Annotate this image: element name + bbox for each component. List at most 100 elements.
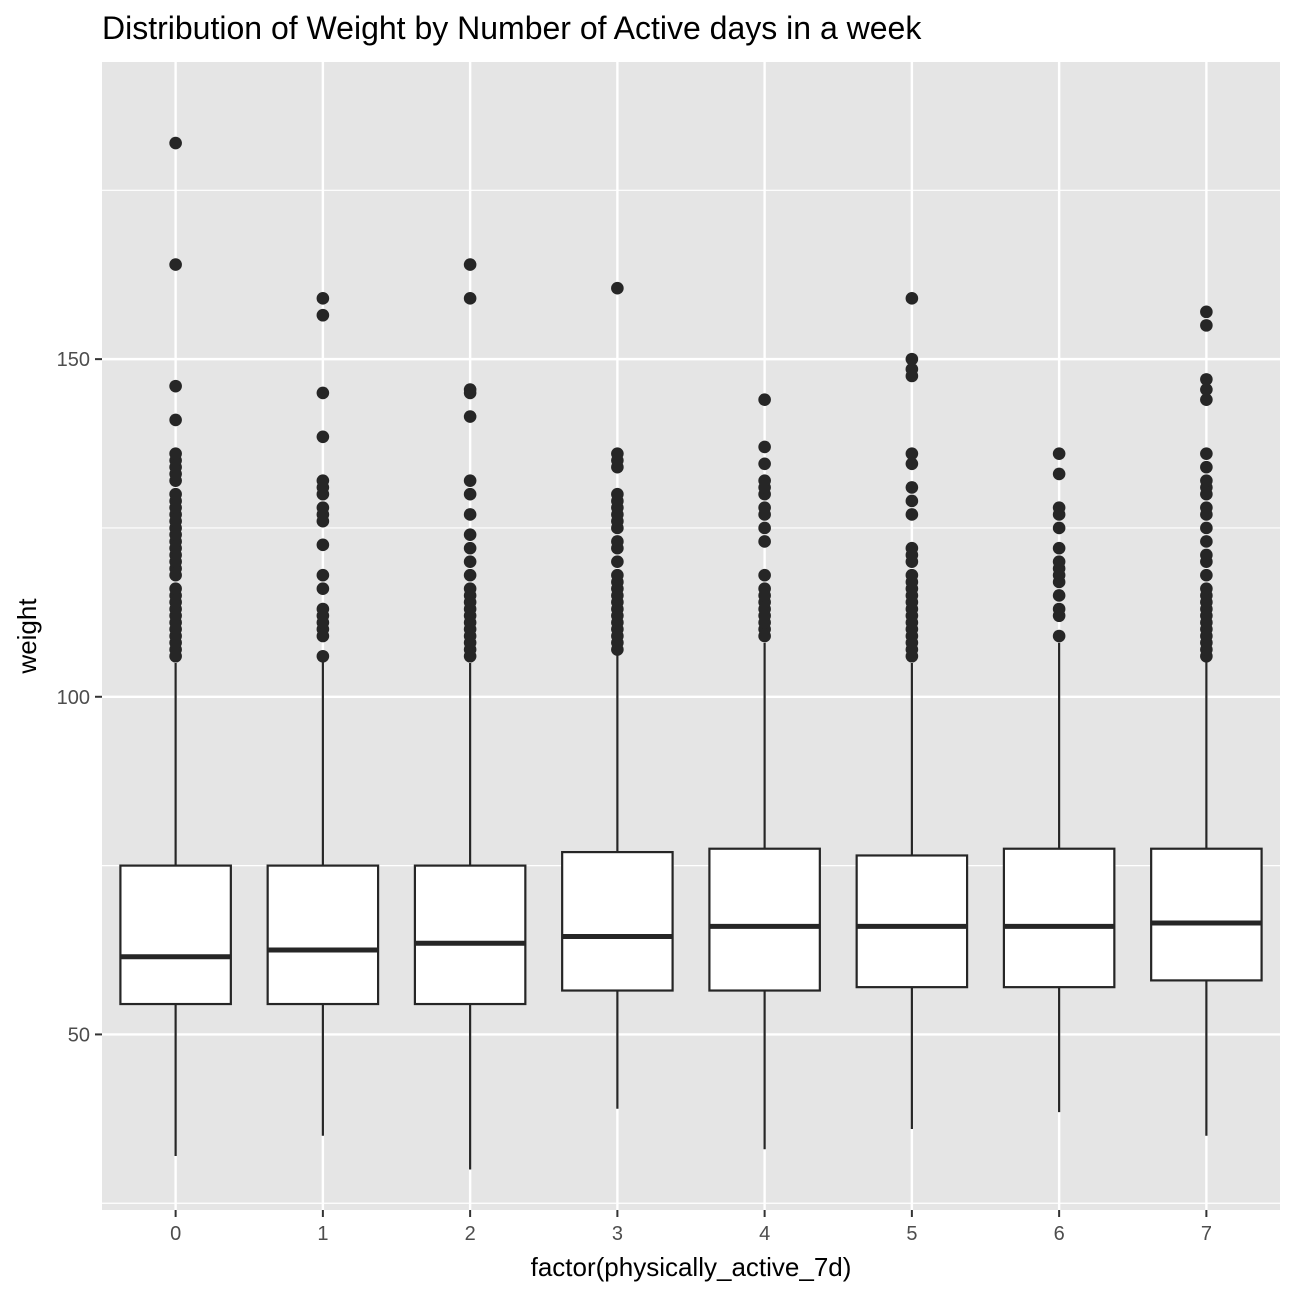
outlier-point [905, 508, 919, 521]
outlier-point [1052, 501, 1066, 514]
outlier-point [169, 379, 182, 393]
outlier-point [758, 501, 771, 514]
outlier-point [1052, 629, 1066, 643]
box-group-1 [266, 292, 380, 1136]
outlier-point [169, 413, 182, 427]
outlier-point [1200, 535, 1213, 548]
outlier-point [905, 447, 919, 460]
x-tick-label: 3 [612, 1223, 623, 1245]
box-group-3 [561, 281, 674, 1109]
outlier-point [463, 474, 477, 487]
outlier-point [1200, 521, 1213, 535]
outlier-point [316, 538, 330, 552]
x-tick-label: 4 [759, 1223, 770, 1245]
box-group-2 [413, 258, 527, 1170]
outlier-point [758, 582, 771, 596]
outlier-point [758, 521, 771, 535]
box-group-4 [708, 393, 821, 1150]
outlier-point [316, 430, 330, 444]
box-iqr [708, 847, 821, 992]
outlier-point [169, 447, 182, 460]
outlier-point [463, 568, 477, 582]
outlier-point [905, 494, 919, 508]
x-tick-label: 5 [906, 1223, 917, 1245]
x-tick-label: 2 [465, 1223, 476, 1245]
outlier-point [316, 602, 330, 616]
outlier-point [463, 528, 477, 542]
outlier-point [905, 362, 919, 376]
outlier-point [1052, 589, 1066, 602]
outlier-point [1200, 373, 1213, 386]
outlier-point [1200, 474, 1213, 487]
outlier-point [758, 474, 771, 487]
outlier-point [758, 440, 771, 454]
x-tick-label: 0 [170, 1223, 181, 1245]
outlier-point [463, 487, 477, 501]
outlier-point [611, 555, 624, 569]
y-tick-label: 150 [57, 349, 90, 371]
outlier-point [316, 649, 330, 663]
box-iqr [266, 864, 380, 1006]
box-iqr [561, 850, 674, 992]
box-iqr [1002, 847, 1116, 989]
outlier-point [905, 352, 919, 366]
plot-panel [102, 62, 1280, 1210]
y-axis-title: weight [12, 598, 42, 675]
x-tick-label: 1 [317, 1223, 328, 1245]
outlier-point [316, 474, 330, 487]
outlier-point [611, 487, 624, 501]
outlier-point [1052, 467, 1066, 481]
outlier-point [1200, 383, 1213, 396]
outlier-point [1200, 460, 1213, 474]
outlier-point [463, 555, 477, 569]
x-axis-title: factor(physically_active_7d) [531, 1252, 852, 1282]
outlier-point [758, 535, 771, 548]
outlier-point [463, 292, 477, 305]
outlier-point [905, 568, 919, 582]
x-tick-label: 6 [1054, 1223, 1065, 1245]
outlier-point [905, 292, 919, 305]
outlier-point [316, 568, 330, 582]
outlier-point [758, 568, 771, 582]
outlier-point [611, 535, 624, 548]
box-series [119, 136, 1263, 1170]
y-tick-label: 100 [57, 687, 90, 709]
box-iqr [413, 864, 527, 1006]
outlier-point [1200, 568, 1213, 582]
outlier-point [758, 393, 771, 406]
outlier-point [905, 457, 919, 471]
outlier-point [316, 308, 330, 322]
outlier-point [758, 457, 771, 471]
outlier-point [1200, 447, 1213, 460]
outlier-point [905, 541, 919, 555]
outlier-point [1200, 501, 1213, 514]
outlier-point [1052, 521, 1066, 535]
outlier-point [463, 410, 477, 423]
y-tick-label: 50 [68, 1024, 90, 1046]
outlier-point [316, 386, 330, 400]
outlier-point [1200, 305, 1213, 319]
outlier-point [316, 292, 330, 305]
outlier-point [611, 281, 624, 295]
box-group-5 [855, 292, 969, 1129]
box-group-0 [119, 136, 232, 1156]
outlier-point [1200, 548, 1213, 562]
chart-title: Distribution of Weight by Number of Acti… [102, 10, 922, 46]
axes: 50 100 150 0 1 2 3 4 5 6 7 [57, 349, 1212, 1245]
outlier-point [905, 481, 919, 494]
outlier-point [316, 501, 330, 514]
x-tick-label: 7 [1201, 1223, 1212, 1245]
box-group-6 [1002, 447, 1116, 1113]
outlier-point [463, 258, 477, 271]
outlier-point [169, 487, 182, 501]
outlier-point [1052, 555, 1066, 569]
outlier-point [1200, 393, 1213, 406]
outlier-point [316, 582, 330, 596]
outlier-point [463, 541, 477, 555]
outlier-point [611, 568, 624, 582]
outlier-point [1052, 602, 1066, 616]
outlier-point [463, 582, 477, 596]
outlier-point [169, 136, 182, 150]
